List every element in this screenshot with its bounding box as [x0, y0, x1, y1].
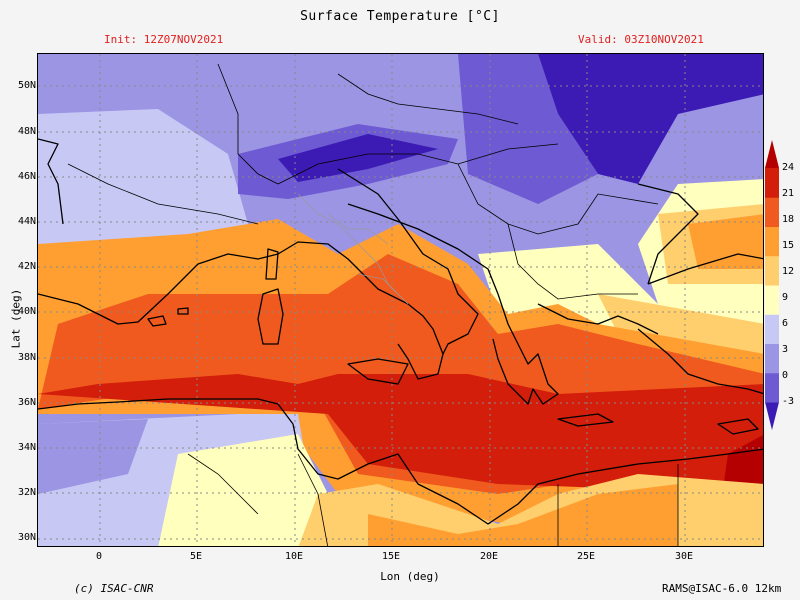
region-east-cold [538, 54, 763, 184]
colorbar-band [765, 372, 779, 403]
copyright: (c) ISAC-CNR [74, 582, 154, 595]
coastlines [38, 138, 763, 525]
lat-tick: 46N [17, 171, 36, 182]
colorbar-band [765, 197, 779, 227]
lat-tick: 50N [17, 80, 36, 91]
graticule [38, 54, 763, 546]
colorbar-tick-label: 3 [782, 344, 789, 355]
lon-tick: 30E [674, 551, 694, 562]
colorbar-tick-label: 15 [782, 240, 795, 251]
region-alps-coldest [278, 134, 438, 182]
colorbar [765, 140, 779, 430]
colorbar-band [765, 255, 779, 286]
lat-tick: 42N [17, 261, 36, 272]
lat-tick: 40N [17, 306, 36, 317]
colorbar-tick-label: 9 [782, 292, 789, 303]
colorbar-top-arrow [765, 140, 779, 168]
lat-tick: 44N [17, 216, 36, 227]
colorbar-tick-label: 0 [782, 370, 789, 381]
lat-tick: 48N [17, 126, 36, 137]
colorbar-tick-label: 24 [782, 162, 795, 173]
colorbar-bottom-arrow [765, 402, 779, 430]
model-name: RAMS@ISAC-6.0 12km [662, 582, 782, 595]
borders [67, 63, 679, 546]
lat-tick: 36N [17, 397, 36, 408]
lon-tick: 0 [95, 551, 103, 562]
temperature-map [37, 53, 764, 547]
region-med-inner [38, 374, 763, 494]
x-axis-title: Lon (deg) [380, 570, 440, 583]
colorbar-tick-label: -3 [782, 396, 795, 407]
lat-tick: 34N [17, 442, 36, 453]
lat-tick: 32N [17, 487, 36, 498]
init-time: Init: 12Z07NOV2021 [104, 33, 224, 46]
colorbar-band [765, 226, 779, 257]
valid-time: Valid: 03Z10NOV2021 [578, 33, 704, 46]
colorbar-tick-label: 18 [782, 214, 795, 225]
colorbar-tick-label: 6 [782, 318, 789, 329]
colorbar-band [765, 168, 779, 198]
lon-tick: 20E [479, 551, 499, 562]
region-borders [297, 193, 409, 305]
region-africa-atlas [38, 419, 148, 494]
colorbar-tick-label: 21 [782, 188, 795, 199]
y-axis-title: Lat (deg) [9, 288, 23, 349]
colorbar-band [765, 314, 779, 344]
region-africa-pale [158, 434, 338, 546]
lon-tick: 5E [189, 551, 203, 562]
region-east-mid [458, 54, 598, 204]
lon-tick: 10E [284, 551, 304, 562]
map-title: Surface Temperature [°C] [300, 9, 500, 24]
lon-tick: 25E [576, 551, 596, 562]
region-libya-hot [368, 484, 678, 546]
lat-tick: 30N [17, 532, 36, 543]
lat-tick: 38N [17, 352, 36, 363]
colorbar-tick-label: 12 [782, 266, 795, 277]
region-france-light [38, 109, 248, 254]
lon-tick: 15E [381, 551, 401, 562]
colorbar-band [765, 285, 779, 315]
colorbar-band [765, 343, 779, 374]
